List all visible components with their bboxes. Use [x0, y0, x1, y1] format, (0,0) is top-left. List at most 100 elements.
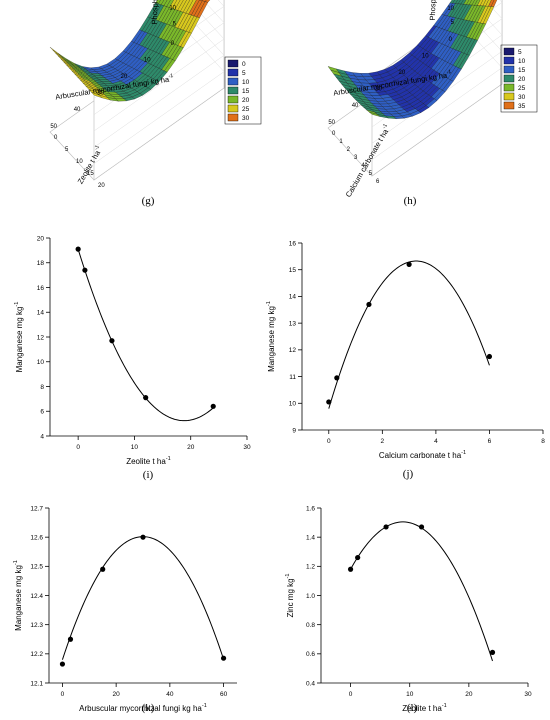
legend-frame [224, 56, 262, 125]
legend-label: 20 [242, 97, 250, 104]
y-tick-label: 9 [292, 427, 296, 434]
legend-label: 35 [518, 103, 526, 110]
x-tick-label: 10 [144, 58, 151, 64]
data-point [143, 395, 149, 401]
panel-label: (l) [407, 702, 418, 714]
x-axis-label-superscript: -1 [442, 703, 447, 709]
fit-curve [350, 521, 493, 662]
fit-curve [328, 260, 490, 409]
y-tick-label: 12.4 [30, 593, 43, 600]
x-axis-label: Zeolite t ha-1 [402, 703, 447, 713]
legend-label: 0 [242, 61, 246, 68]
legend-frame [500, 44, 538, 113]
x-tick-label: 4 [434, 438, 438, 445]
data-point [418, 524, 425, 530]
z-axis-label-text: Phosphorus mg kg [428, 0, 439, 21]
data-point [59, 661, 66, 667]
legend-label: 15 [242, 88, 250, 95]
legend-swatch [503, 83, 515, 92]
y-tick-label: 4 [40, 433, 44, 440]
y-tick-label: 12.3 [30, 622, 43, 629]
panel-label: (h) [404, 195, 417, 207]
y-tick-label: 10 [289, 401, 297, 408]
x-tick-label: 30 [243, 444, 251, 451]
z-tick-label: 5 [451, 20, 455, 26]
data-point [67, 636, 74, 642]
data-point [326, 399, 332, 405]
legend-swatch [227, 77, 239, 86]
color-legend: 5 10 15 20 25 30 35 [500, 44, 538, 113]
legend-label: 30 [518, 94, 526, 101]
x-axis-label: Arbuscular mycorrhizal fungi kg ha-1 [79, 703, 207, 713]
legend-swatch [503, 92, 515, 101]
x-tick-label: 50 [50, 124, 57, 130]
z-tick-label: 5 [173, 22, 177, 28]
legend-swatch [503, 74, 515, 83]
y-axis-label-superscript: -1 [14, 302, 20, 307]
chart-panel-k: 0 20 40 60 12.1 12.2 12.3 12.4 12.5 12.6 12.7 Arbus… [13, 505, 237, 714]
y-tick-label: 12 [289, 347, 297, 354]
y-tick-label: 0.8 [306, 622, 315, 629]
fit-curve [77, 249, 214, 422]
x-axis-label: Zeolite t ha-1 [126, 456, 171, 466]
x-tick-label: 10 [422, 54, 429, 60]
y-tick-label: 16 [37, 285, 45, 292]
y-axis-label-text: Zinc mg kg [286, 578, 295, 617]
y-tick-label: 0.4 [306, 680, 315, 687]
data-point [355, 554, 361, 561]
x-axis-label-text: Calcium carbonate t ha [379, 451, 462, 460]
y-tick-label: 6 [376, 179, 380, 185]
grid-line [93, 38, 225, 132]
panel-label: (g) [142, 195, 155, 207]
grid-line [93, 55, 225, 148]
z-axis-label-text: Phosphorus mg kg [150, 0, 161, 25]
grid-line [202, 0, 225, 23]
x-axis-label-superscript: -1 [202, 703, 207, 709]
y-tick-label: 0 [54, 135, 58, 141]
grid-line [484, 0, 503, 19]
x-axis-label: Calcium carbonate t ha-1 [379, 450, 466, 460]
y-tick-label: 12.1 [30, 680, 43, 687]
z-axis-label: Phosphorus mg kg-1 [427, 0, 439, 21]
data-point [366, 301, 372, 308]
y-axis-label: Manganese mg kg-1 [266, 301, 276, 372]
y-tick-label: 0 [332, 131, 336, 137]
x-tick-label: 8 [541, 438, 545, 445]
chart-panel-j: 0 2 4 6 8 9 10 11 12 13 14 15 16 Calcium carbonate t … [266, 240, 545, 480]
y-tick-label: 1 [339, 139, 343, 145]
y-axis-label-superscript: -1 [285, 573, 291, 578]
x-tick-label: 40 [74, 107, 81, 113]
panel-label: (i) [143, 469, 154, 481]
y-tick-label: 15 [289, 267, 297, 274]
y-tick-label: 14 [37, 310, 45, 317]
data-point [220, 655, 227, 661]
x-tick-label: 60 [220, 691, 228, 698]
x-tick-label: 0 [327, 438, 331, 445]
fit-curve [61, 536, 225, 660]
x-tick-label: 20 [187, 444, 195, 451]
data-point [75, 246, 81, 252]
surface-panel-h: 0102030405001234565101520253035Arbuscula… [327, 0, 538, 207]
y-tick-label: 5 [65, 147, 69, 153]
y-axis-label-superscript: -1 [93, 144, 101, 151]
legend-label: 25 [518, 85, 526, 92]
y-axis-label-superscript: -1 [266, 301, 272, 306]
x-tick-label: 0 [61, 691, 65, 698]
y-tick-label: 12.5 [30, 564, 43, 571]
legend-swatch [503, 101, 515, 110]
y-axis-label-text: Manganese mg kg [14, 565, 23, 631]
y-tick-label: 20 [98, 183, 105, 189]
y-tick-label: 11 [289, 374, 296, 381]
legend-label: 5 [242, 70, 246, 77]
y-tick-label: 8 [40, 384, 44, 391]
x-axis-label-text: Zeolite t ha [126, 457, 166, 466]
legend-label: 10 [518, 58, 526, 65]
y-tick-label: 1.0 [306, 593, 315, 600]
grid-line [371, 67, 503, 160]
surface-panel-g: 010203040500510152051015202530Arbuscular… [49, 0, 262, 207]
x-axis-label-superscript: -1 [168, 73, 174, 80]
legend-label: 30 [242, 115, 250, 122]
y-tick-label: 18 [37, 260, 45, 267]
